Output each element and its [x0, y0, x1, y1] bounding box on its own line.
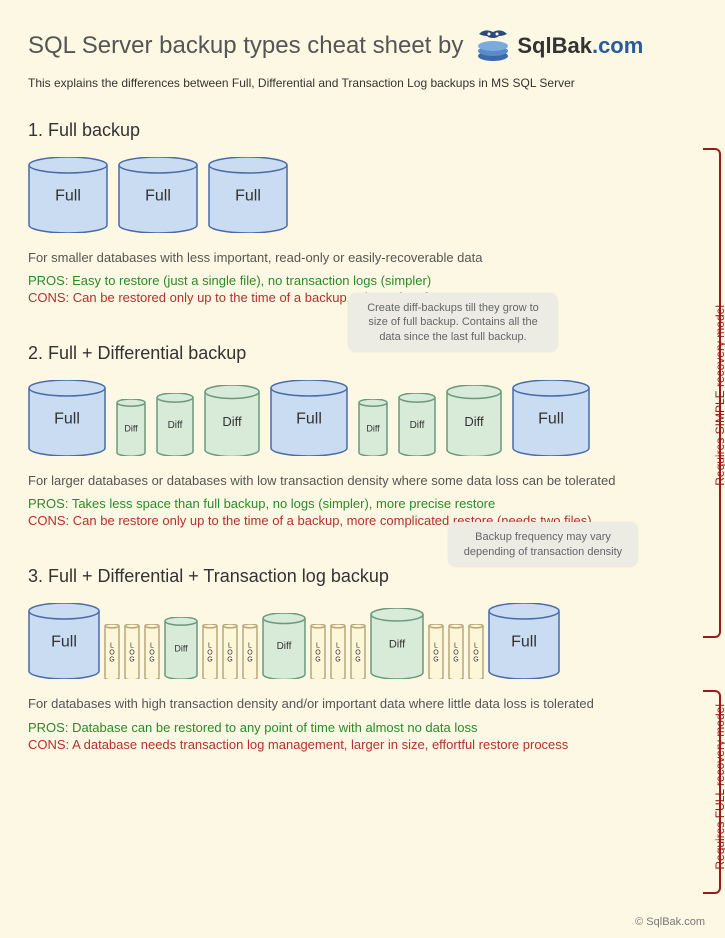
cylinder-label: LOG — [247, 643, 252, 664]
section-pros: PROS: Takes less space than full backup,… — [28, 496, 697, 511]
section-1: 1. Full backup Full Full Full For smaller… — [28, 120, 697, 305]
full-cylinder: Full — [28, 380, 106, 456]
diff-cylinder: Diff — [398, 393, 436, 456]
section-cons: CONS: A database needs transaction log m… — [28, 737, 697, 752]
cylinder-label: Full — [511, 635, 537, 651]
cylinder-label: LOG — [109, 643, 114, 664]
cylinder-label: LOG — [129, 643, 134, 664]
cylinder-label: Full — [296, 412, 322, 428]
section-3: 3. Full + Differential + Transaction log… — [28, 566, 697, 751]
diff-cylinder: Diff — [156, 393, 194, 456]
cylinder-label: LOG — [355, 643, 360, 664]
log-cylinder: LOG — [104, 624, 120, 680]
cylinder-label: Diff — [389, 639, 405, 650]
log-cylinder: LOG — [124, 624, 140, 680]
logo-text: SqlBak.com — [517, 33, 643, 59]
diff-cylinder: Diff — [358, 399, 388, 456]
cylinder-label: Diff — [168, 421, 183, 431]
cylinder-label: Full — [538, 412, 564, 428]
cylinder-label: LOG — [473, 643, 478, 664]
section-heading: 3. Full + Differential + Transaction log… — [28, 566, 697, 587]
bracket-label: Requires FULL recovery model — [713, 704, 725, 870]
diff-cylinder: Diff — [116, 399, 146, 456]
cylinder-label: Diff — [174, 645, 187, 654]
cylinder-row: Full Full Full — [28, 157, 697, 233]
log-cylinder: LOG — [202, 624, 218, 680]
recovery-model-bracket: Requires FULL recovery model — [703, 690, 721, 894]
cylinder-label: LOG — [453, 643, 458, 664]
full-cylinder: Full — [28, 603, 100, 679]
cylinder-label: Full — [54, 412, 80, 428]
diff-cylinder: Diff — [370, 608, 424, 679]
subtitle: This explains the differences between Fu… — [28, 76, 697, 90]
section-2: 2. Full + Differential backupCreate diff… — [28, 343, 697, 528]
log-cylinder: LOG — [222, 624, 238, 680]
cylinder-label: Diff — [366, 424, 379, 433]
full-cylinder: Full — [118, 157, 198, 233]
section-pros: PROS: Easy to restore (just a single fil… — [28, 273, 697, 288]
diff-cylinder: Diff — [204, 385, 260, 456]
page-title: SQL Server backup types cheat sheet by — [28, 32, 463, 60]
log-cylinder: LOG — [350, 624, 366, 680]
cylinder-row: Full Diff Diff Diff Full Diff Diff Diff … — [28, 380, 697, 456]
cylinder-label: LOG — [227, 643, 232, 664]
full-cylinder: Full — [512, 380, 590, 456]
log-cylinder: LOG — [310, 624, 326, 680]
sqlbak-logo-icon — [471, 24, 515, 68]
log-cylinder: LOG — [428, 624, 444, 680]
cylinder-label: LOG — [433, 643, 438, 664]
cylinder-label: Diff — [410, 421, 425, 431]
cylinder-label: LOG — [207, 643, 212, 664]
cylinder-label: Diff — [464, 415, 483, 428]
log-cylinder: LOG — [330, 624, 346, 680]
log-cylinder: LOG — [448, 624, 464, 680]
cylinder-label: Diff — [124, 424, 137, 433]
diff-cylinder: Diff — [262, 613, 306, 680]
section-desc: For databases with high transaction dens… — [28, 695, 697, 713]
cylinder-label: Full — [145, 189, 171, 205]
section-pros: PROS: Database can be restored to any po… — [28, 720, 697, 735]
log-cylinder: LOG — [242, 624, 258, 680]
header: SQL Server backup types cheat sheet by S… — [28, 24, 697, 68]
full-cylinder: Full — [28, 157, 108, 233]
full-cylinder: Full — [488, 603, 560, 679]
copyright: © SqlBak.com — [635, 916, 705, 928]
cylinder-label: LOG — [315, 643, 320, 664]
cylinder-label: Full — [55, 189, 81, 205]
cylinder-label: LOG — [335, 643, 340, 664]
log-cylinder: LOG — [144, 624, 160, 680]
cylinder-label: LOG — [149, 643, 154, 664]
full-cylinder: Full — [208, 157, 288, 233]
cylinder-label: Full — [235, 189, 261, 205]
diff-cylinder: Diff — [446, 385, 502, 456]
cylinder-label: Diff — [277, 642, 292, 652]
full-cylinder: Full — [270, 380, 348, 456]
bracket-label: Requires SIMPLE recovery model — [713, 305, 725, 486]
log-cylinder: LOG — [468, 624, 484, 680]
cylinder-row: Full LOG LOG LOG Diff LOG LOG LOG Diff L… — [28, 603, 697, 679]
callout: Backup frequency may vary depending of t… — [448, 522, 638, 567]
section-desc: For larger databases or databases with l… — [28, 472, 697, 490]
diff-cylinder: Diff — [164, 617, 198, 679]
section-heading: 1. Full backup — [28, 120, 697, 141]
section-desc: For smaller databases with less importan… — [28, 249, 697, 267]
cylinder-label: Full — [51, 635, 77, 651]
recovery-model-bracket: Requires SIMPLE recovery model — [703, 148, 721, 638]
callout: Create diff-backups till they grow to si… — [348, 293, 558, 352]
cylinder-label: Diff — [222, 415, 241, 428]
logo: SqlBak.com — [471, 24, 643, 68]
